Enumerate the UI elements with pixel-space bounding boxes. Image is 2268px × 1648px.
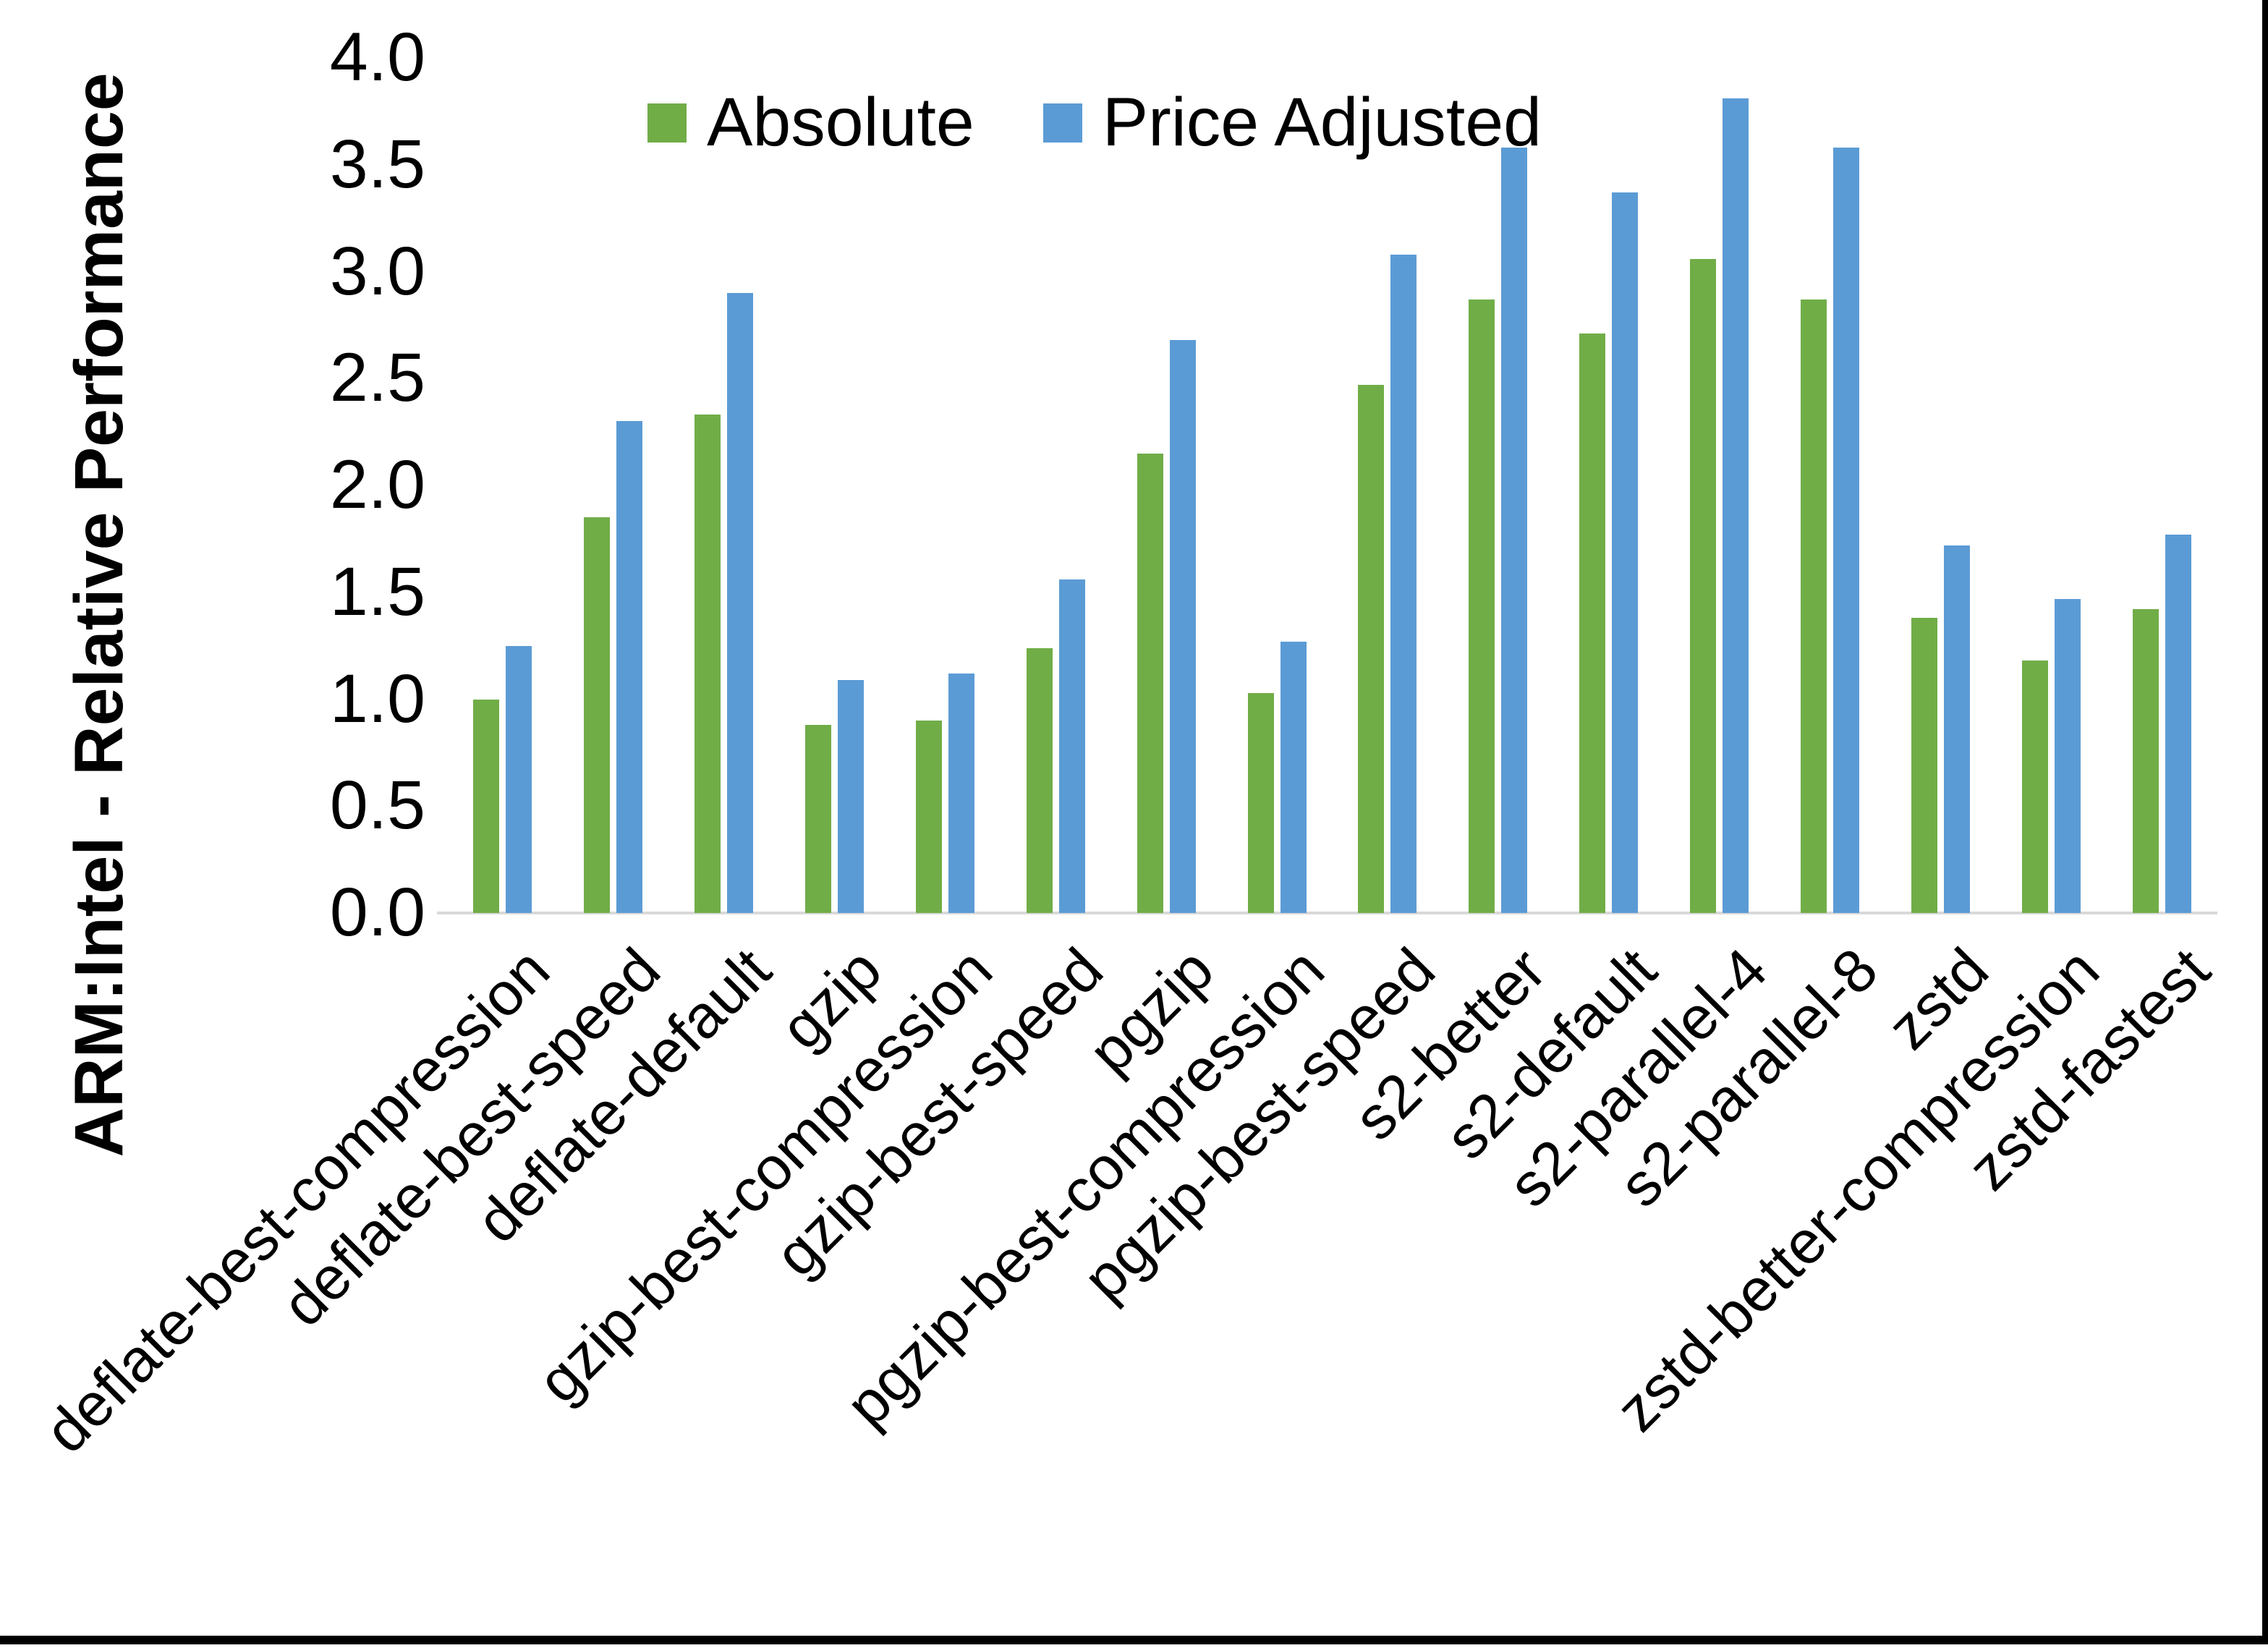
bar-absolute bbox=[1801, 299, 1827, 913]
bar-absolute bbox=[1911, 618, 1938, 913]
y-tick-label: 0.0 bbox=[329, 874, 425, 951]
bar-price-adjusted bbox=[837, 679, 864, 913]
bar-absolute bbox=[1469, 299, 1495, 913]
bar-absolute bbox=[1137, 453, 1163, 913]
bar-absolute bbox=[1247, 692, 1274, 913]
y-tick-label: 3.5 bbox=[329, 125, 425, 203]
y-tick-label: 2.0 bbox=[329, 446, 425, 523]
legend-label: Price Adjusted bbox=[1102, 84, 1542, 161]
bar-price-adjusted bbox=[1833, 148, 1860, 913]
bar-absolute bbox=[1579, 334, 1606, 913]
bar-price-adjusted bbox=[1058, 579, 1085, 913]
bar-price-adjusted bbox=[1944, 545, 1971, 913]
legend-label: Absolute bbox=[707, 84, 974, 161]
screenshot-edge-bottom bbox=[0, 1636, 2268, 1644]
bar-price-adjusted bbox=[1390, 254, 1417, 913]
screenshot-edge-right bbox=[2262, 0, 2268, 1644]
bar-absolute bbox=[694, 415, 721, 913]
legend-swatch-icon bbox=[647, 103, 687, 143]
bar-absolute bbox=[2022, 661, 2049, 913]
legend-item-price-adjusted: Price Adjusted bbox=[1042, 84, 1542, 161]
bar-price-adjusted bbox=[505, 645, 532, 913]
legend-item-absolute: Absolute bbox=[647, 88, 974, 157]
legend: Absolute Price Adjusted bbox=[647, 88, 1542, 157]
bar-absolute bbox=[804, 724, 831, 913]
bar-price-adjusted bbox=[726, 293, 753, 913]
bar-absolute bbox=[1690, 258, 1717, 913]
y-tick-label: 3.0 bbox=[329, 232, 425, 310]
bar-price-adjusted bbox=[1612, 192, 1639, 913]
bar-absolute bbox=[1026, 647, 1053, 913]
y-tick-label: 1.0 bbox=[329, 660, 425, 737]
bar-price-adjusted bbox=[616, 421, 642, 913]
bar-price-adjusted bbox=[1280, 641, 1307, 913]
bar-absolute bbox=[915, 721, 942, 913]
y-tick-label: 2.5 bbox=[329, 339, 425, 417]
bar-price-adjusted bbox=[1501, 148, 1528, 913]
y-tick-label: 4.0 bbox=[329, 19, 425, 95]
bar-price-adjusted bbox=[948, 674, 974, 913]
bar-price-adjusted bbox=[2055, 598, 2081, 913]
bar-price-adjusted bbox=[1169, 340, 1196, 913]
y-tick-label: 1.5 bbox=[329, 553, 425, 630]
bar-price-adjusted bbox=[1723, 98, 1749, 913]
bar-price-adjusted bbox=[2165, 534, 2192, 913]
y-tick-label: 0.5 bbox=[329, 767, 425, 844]
y-axis-title: ARM:Intel - Relative Performance bbox=[61, 72, 137, 1158]
bar-absolute bbox=[2133, 609, 2159, 913]
legend-swatch-icon bbox=[1042, 103, 1082, 143]
bar-absolute bbox=[1358, 385, 1385, 913]
bar-absolute bbox=[472, 699, 499, 913]
bar-absolute bbox=[583, 517, 610, 913]
x-axis-line bbox=[437, 912, 2217, 914]
